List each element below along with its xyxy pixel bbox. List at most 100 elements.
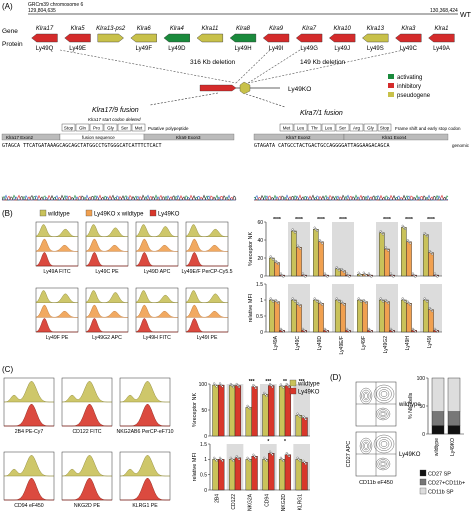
- bar-b-bottom-dot: [325, 329, 328, 332]
- bar-b-top-bar-0: [269, 257, 275, 277]
- bar-c-top-tick-label: 100: [199, 382, 208, 388]
- aa-box: [307, 123, 322, 132]
- bar-b-top-dot: [296, 244, 299, 247]
- bar-b-bottom-bar-1: [384, 301, 390, 333]
- bar-c-bottom-dot: [253, 455, 256, 458]
- stacked-segment-2: [447, 377, 461, 412]
- gene-arrow-klra8: [229, 33, 257, 43]
- bar-b-bottom-dot: [404, 300, 407, 303]
- gene-arrow-klra1: [428, 33, 455, 43]
- protein-label: Ly49J: [334, 46, 350, 52]
- bar-b-top-dot: [282, 275, 285, 278]
- bar-b-top-dot: [325, 274, 328, 277]
- bar-c-top-dot: [263, 391, 266, 394]
- gene-label: Klra5: [71, 26, 86, 32]
- flow-b-histogram-trace: [85, 238, 129, 252]
- flow-c-histogram-label: NKG2D PE: [74, 503, 101, 509]
- deletion-dash-left: [59, 49, 237, 84]
- stacked-segment-0: [447, 425, 461, 435]
- protein-label: Ly49G: [300, 46, 318, 52]
- chromatogram-trace-1-3: [2, 194, 236, 201]
- bar-c-bottom-dot: [236, 456, 239, 459]
- bar-b-bottom-dot: [428, 307, 431, 310]
- bar-b-bottom-bar-1: [274, 301, 280, 333]
- stacked-tick-label: 50: [419, 404, 425, 410]
- contour-ring: [375, 457, 391, 471]
- flow-b-histogram-trace: [185, 317, 228, 333]
- bar-b-top-dot: [435, 274, 438, 277]
- bar-c-top-dot: [252, 384, 255, 387]
- bar-c-top-dot: [270, 384, 273, 387]
- fusion1-exon-3-label: Klra9 Exon3: [176, 135, 201, 140]
- bar-b-top-dot: [370, 275, 373, 278]
- bar-b-top-bar-0: [423, 234, 429, 277]
- legend-label-d: CD27+CD11b+: [428, 481, 465, 487]
- bar-c-bottom-bar-1: [284, 454, 292, 491]
- bar-b-top-dot: [433, 272, 436, 275]
- legend-label-d: CD11b SP: [428, 490, 454, 496]
- bar-b-bottom-dot: [436, 330, 439, 333]
- bar-b-bottom-dot: [304, 330, 307, 333]
- bar-c-bottom-dot: [285, 452, 288, 455]
- bar-b-top-dot: [316, 229, 319, 232]
- flow-b-histogram-trace: [85, 224, 129, 237]
- bar-b-bottom-dot: [380, 298, 383, 302]
- contour-ring: [379, 410, 387, 418]
- gene-arrow-klra10: [329, 33, 356, 43]
- bar-b-bottom-dot: [281, 329, 284, 332]
- gene-label: Klra4: [170, 26, 185, 32]
- bar-b-top-dot: [294, 231, 297, 234]
- bar-c-bottom-dot: [254, 456, 257, 459]
- bar-c-top-dot: [220, 383, 223, 387]
- bar-c-top-dot: [219, 382, 222, 385]
- fusion1-arrow: [149, 92, 219, 106]
- bar-b-bottom-dot: [429, 308, 433, 311]
- bar-b-bottom-dot: [402, 298, 405, 302]
- deletion-dash-mid: [235, 49, 271, 84]
- bar-b-bottom-dot: [299, 305, 302, 308]
- bar-b-bottom-dot: [282, 330, 285, 333]
- bar-b-top-dot: [429, 251, 433, 254]
- bar-b-top-dot: [414, 275, 417, 278]
- bar-b-top-bar-1: [318, 241, 324, 277]
- bar-b-top-dot: [343, 271, 346, 274]
- bar-c-bottom-bar-1: [218, 459, 225, 491]
- bar-b-bottom-dot: [269, 297, 272, 300]
- protein-label: Ly49E: [69, 46, 86, 52]
- bar-c-bottom-bar-0: [228, 459, 236, 491]
- bar-b-top-dot: [277, 262, 280, 266]
- bar-b-bottom-category-label: Ly49H: [405, 336, 411, 351]
- panel-label-c: (C): [2, 365, 13, 374]
- bar-c-top-y-label: %receptor NK: [192, 393, 198, 428]
- flow-b-histogram-trace: [85, 290, 129, 303]
- bar-b-top-dot: [380, 231, 383, 234]
- aa-box: [363, 123, 378, 132]
- bar-c-bottom-dot: [271, 453, 274, 456]
- flow-c-histogram-trace: [3, 455, 54, 477]
- bar-b-top-dot: [318, 239, 321, 242]
- bar-c-top-dot: [236, 384, 239, 387]
- bar-b-top-tick-label: 40: [257, 238, 263, 244]
- fusion1-exon-3: [143, 133, 235, 141]
- bar-b-top-tick-label: 0: [260, 274, 263, 280]
- bar-c-top-bar-1: [234, 385, 242, 437]
- bar-b-top-bar-0: [379, 232, 385, 277]
- flow-b-histogram-trace: [35, 317, 78, 333]
- contour-ring: [361, 389, 371, 403]
- deletion-label-149kb: 149 Kb deletion: [300, 59, 346, 66]
- legend-inhibitory: inhibitory: [397, 84, 421, 90]
- contour-ring: [377, 409, 389, 419]
- gene-arrow-klra5: [64, 33, 91, 43]
- contour-ring: [362, 441, 370, 451]
- contour-ring: [373, 434, 395, 454]
- gene-label: Klra11: [201, 26, 218, 32]
- bar-b-bottom-bar-0: [269, 299, 275, 333]
- aa-label: Gly: [367, 125, 375, 130]
- bar-b-bottom-dot: [414, 330, 417, 333]
- bar-b-top-dot: [292, 229, 295, 233]
- gene-row: Klra17 Ly49Q Klra5 Ly49E Klra13-ps2 Klra6 Ly49…: [31, 26, 455, 52]
- bar-c-bottom-dot: [263, 456, 266, 459]
- aa-box: [75, 123, 90, 132]
- bar-b-bottom-dot: [272, 300, 275, 303]
- bar-b-bottom-category-label: Ly49E/F: [339, 336, 345, 354]
